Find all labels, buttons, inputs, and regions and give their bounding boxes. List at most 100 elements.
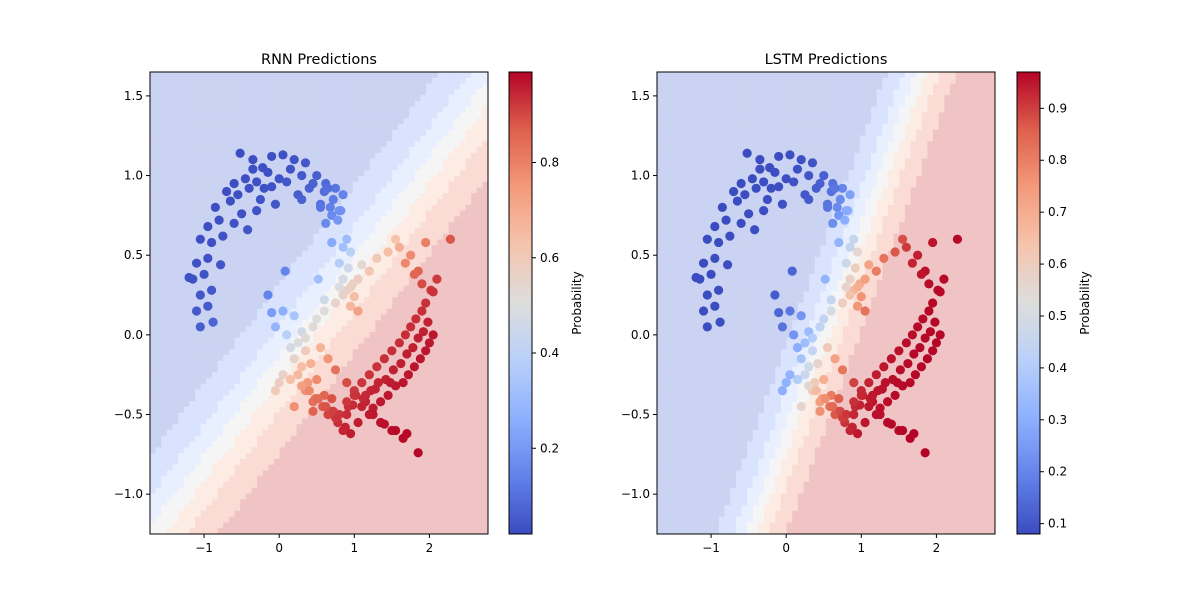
surface-cell: [369, 239, 376, 246]
surface-cell: [200, 389, 207, 397]
surface-cell: [166, 204, 174, 212]
surface-cell: [437, 268, 444, 275]
surface-cell: [268, 141, 275, 148]
surface-cell: [200, 77, 207, 85]
surface-cell: [330, 89, 337, 96]
surface-cell: [375, 89, 382, 96]
surface-cell: [454, 262, 461, 269]
surface-cell: [161, 245, 168, 252]
surface-cell: [420, 95, 427, 102]
surface-cell: [166, 141, 174, 148]
surface-cell: [414, 239, 421, 246]
surface-cell: [268, 418, 275, 425]
surface-cell: [369, 100, 376, 108]
surface-cell: [352, 193, 360, 200]
surface-cell: [426, 389, 433, 397]
surface-cell: [397, 326, 405, 333]
surface-cell: [240, 216, 247, 223]
surface-cell: [471, 510, 478, 518]
surface-cell: [386, 297, 393, 304]
surface-cell: [262, 510, 269, 518]
surface-cell: [313, 383, 320, 391]
surface-cell: [482, 233, 488, 241]
surface-cell: [183, 72, 191, 79]
surface-cell: [206, 482, 213, 489]
surface-cell: [262, 383, 269, 391]
surface-cell: [245, 204, 252, 212]
surface-cell: [285, 216, 292, 223]
surface-cell: [380, 245, 388, 252]
surface-cell: [403, 412, 410, 420]
surface-cell: [172, 285, 179, 293]
surface-cell: [217, 389, 224, 397]
surface-cell: [155, 129, 162, 137]
surface-cell: [319, 522, 326, 529]
surface-cell: [454, 378, 461, 385]
surface-cell: [380, 262, 388, 269]
surface-cell: [442, 482, 450, 489]
surface-cell: [268, 239, 275, 246]
surface-cell: [442, 424, 450, 431]
surface-cell: [211, 227, 219, 235]
surface-cell: [375, 453, 382, 460]
surface-cell: [324, 418, 331, 425]
surface-cell: [341, 268, 348, 275]
surface-cell: [195, 199, 202, 206]
surface-cell: [251, 395, 258, 402]
surface-cell: [386, 360, 393, 368]
surface-cell: [459, 349, 467, 356]
surface-cell: [426, 505, 433, 512]
surface-cell: [296, 349, 303, 356]
surface-cell: [189, 152, 196, 160]
surface-cell: [150, 135, 157, 142]
surface-cell: [409, 135, 416, 142]
surface-cell: [279, 389, 286, 397]
surface-cell: [257, 470, 264, 477]
surface-cell: [431, 528, 438, 534]
surface-cell: [392, 175, 399, 183]
surface-cell: [183, 227, 191, 235]
surface-cell: [262, 233, 269, 241]
surface-cell: [155, 337, 162, 345]
surface-cell: [409, 210, 416, 217]
surface-cell: [273, 274, 281, 281]
surface-cell: [285, 308, 292, 316]
surface-cell: [307, 412, 314, 420]
surface-cell: [403, 118, 410, 125]
surface-cell: [403, 320, 410, 327]
surface-cell: [206, 193, 213, 200]
surface-cell: [268, 343, 275, 350]
surface-cell: [228, 147, 236, 154]
surface-cell: [228, 326, 236, 333]
surface-cell: [369, 262, 376, 269]
surface-cell: [228, 516, 236, 524]
surface-cell: [307, 314, 314, 321]
surface-cell: [364, 487, 371, 495]
surface-cell: [347, 360, 354, 368]
surface-cell: [454, 314, 461, 321]
surface-cell: [257, 349, 264, 356]
surface-cell: [307, 256, 314, 264]
surface-cell: [155, 77, 162, 85]
surface-cell: [313, 447, 320, 454]
data-point: [289, 311, 299, 321]
surface-cell: [251, 458, 258, 466]
surface-cell: [172, 77, 179, 85]
surface-cell: [240, 528, 247, 534]
surface-cell: [324, 326, 331, 333]
surface-cell: [482, 395, 488, 402]
surface-cell: [268, 135, 275, 142]
surface-cell: [245, 112, 252, 119]
surface-cell: [403, 227, 410, 235]
surface-cell: [296, 181, 303, 189]
surface-cell: [442, 308, 450, 316]
surface-cell: [245, 77, 252, 85]
surface-cell: [403, 170, 410, 177]
data-point: [370, 384, 380, 394]
surface-cell: [375, 181, 382, 189]
surface-cell: [465, 285, 472, 293]
surface-cell: [217, 123, 224, 131]
surface-cell: [307, 303, 314, 310]
surface-cell: [426, 458, 433, 466]
surface-cell: [189, 199, 196, 206]
